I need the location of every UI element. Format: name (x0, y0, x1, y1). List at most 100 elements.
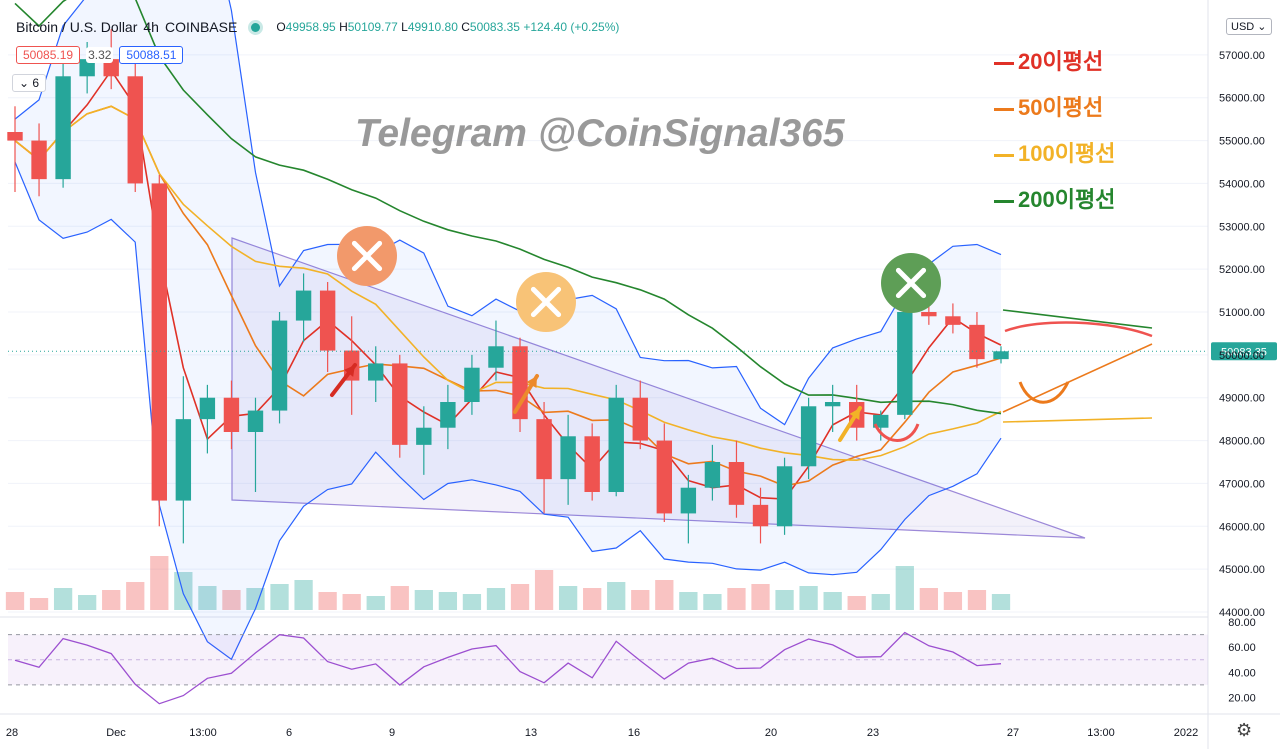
marker-stroke (530, 286, 562, 318)
candle-body (368, 363, 384, 381)
bid-ask-badges: 50085.19 3.32 50088.51 (16, 46, 184, 64)
projected-ma100-line (1002, 417, 1153, 423)
candle-body (584, 436, 600, 492)
price-tick-label: 54000.00 (1219, 178, 1265, 190)
volume-bar (126, 582, 145, 610)
price-tick-label: 52000.00 (1219, 264, 1265, 276)
time-tick-label: 9 (389, 727, 395, 739)
price-tick-label: 47000.00 (1219, 478, 1265, 490)
open-value: 49958.95 (285, 20, 336, 34)
projected-ma200-line (1002, 309, 1153, 329)
candles (7, 29, 1009, 544)
volume-bar (150, 556, 169, 610)
volume-bar (967, 590, 987, 610)
volume-bar (679, 592, 698, 610)
candle-body (560, 436, 576, 480)
volume-bar (799, 586, 818, 610)
volume-bar (871, 594, 890, 610)
volume-bar (510, 584, 530, 610)
symbol-name[interactable]: Bitcoin / U.S. Dollar (16, 19, 138, 35)
time-tick-label: 23 (867, 727, 879, 739)
legend-item-ma20: 20이평선 (994, 46, 1115, 92)
volume-bar (318, 592, 337, 610)
candle-body (271, 320, 288, 411)
volume-bar (847, 596, 866, 610)
candle-body (223, 397, 240, 432)
candle-body (247, 410, 264, 432)
volume-bar (390, 586, 409, 610)
volume-bar (607, 582, 626, 610)
price-tick-label: 50000.00 (1219, 350, 1265, 362)
volume-bar (895, 566, 914, 610)
volume-bar (366, 596, 385, 610)
candle-body (416, 427, 432, 445)
candle-body (608, 397, 624, 492)
current-price-label: 50083.35 (1221, 346, 1267, 358)
price-tick-label: 48000.00 (1219, 436, 1265, 448)
close-icon (881, 253, 941, 313)
time-tick-label: 20 (765, 727, 777, 739)
price-tick-label: 56000.00 (1219, 93, 1265, 105)
current-price-badge (1211, 342, 1277, 361)
indicator-count: 6 (32, 76, 40, 90)
candle-body (464, 367, 480, 402)
candle-body (488, 346, 504, 368)
volume-bar (462, 594, 482, 610)
candle-body (680, 487, 697, 514)
high-value: 50109.77 (347, 20, 398, 34)
candle-body (512, 346, 528, 420)
candle-body (993, 351, 1009, 360)
time-tick-label: Dec (106, 727, 126, 739)
chart-header: Bitcoin / U.S. Dollar 4h COINBASE O49958… (16, 19, 619, 35)
indicators-toggle[interactable]: ⌄ 6 (12, 74, 47, 92)
volume-bar (727, 588, 746, 610)
exchange-label: COINBASE (164, 19, 238, 35)
ma20-line (14, 69, 1002, 500)
volume-bar (246, 588, 265, 610)
currency-select[interactable]: USD ⌄ (1226, 18, 1272, 35)
candle-body (632, 397, 648, 441)
volume-bar (583, 588, 602, 610)
price-tick-label: 46000.00 (1219, 521, 1265, 533)
gear-icon[interactable]: ⚙ (1236, 720, 1253, 740)
volume-bars (5, 556, 1011, 610)
candle-body (800, 406, 817, 467)
grid-lines (8, 54, 1208, 613)
volume-bar (486, 588, 506, 610)
volume-bar (919, 588, 938, 610)
legend-label: 200이평선 (1018, 187, 1116, 212)
volume-bar (631, 590, 650, 610)
volume-bar (991, 594, 1011, 610)
legend-item-ma200: 200이평선 (994, 184, 1115, 230)
rsi-tick-label: 40.00 (1228, 667, 1256, 679)
bollinger-upper-line (14, 0, 1002, 426)
interval-label[interactable]: 4h (143, 19, 159, 35)
legend-item-ma50: 50이평선 (994, 92, 1115, 138)
projected-ma50-line (1002, 343, 1153, 413)
volume-bar (414, 590, 433, 610)
sell-price-badge[interactable]: 50085.19 (16, 46, 81, 64)
volume-bar (294, 580, 313, 610)
market-open-icon (251, 22, 261, 32)
legend-label: 50이평선 (1018, 95, 1104, 120)
spread-value: 3.32 (86, 47, 114, 63)
time-axis: 28 Dec 13:00 6 9 13 16 20 23 27 13:00 2022 (6, 727, 1198, 739)
rsi-line (14, 631, 1002, 705)
candle-body (969, 324, 985, 360)
buy-price-badge[interactable]: 50088.51 (119, 46, 184, 64)
volume-bar (823, 592, 842, 610)
candle-body (127, 76, 143, 184)
volume-bar (270, 584, 289, 610)
volume-bar (534, 570, 554, 610)
arrow-up-icon-head (526, 376, 537, 388)
rsi-tick-label: 20.00 (1228, 692, 1256, 704)
volume-bar (78, 595, 97, 610)
time-tick-label: 28 (6, 727, 18, 739)
price-axis: 57000.00 56000.00 55000.00 54000.00 53000.00… (1219, 50, 1265, 619)
candle-body (199, 397, 216, 420)
rsi-tick-label: 60.00 (1228, 642, 1256, 654)
low-value: 49910.80 (407, 20, 458, 34)
price-tick-label: 51000.00 (1219, 307, 1265, 319)
candle-body (31, 140, 47, 180)
